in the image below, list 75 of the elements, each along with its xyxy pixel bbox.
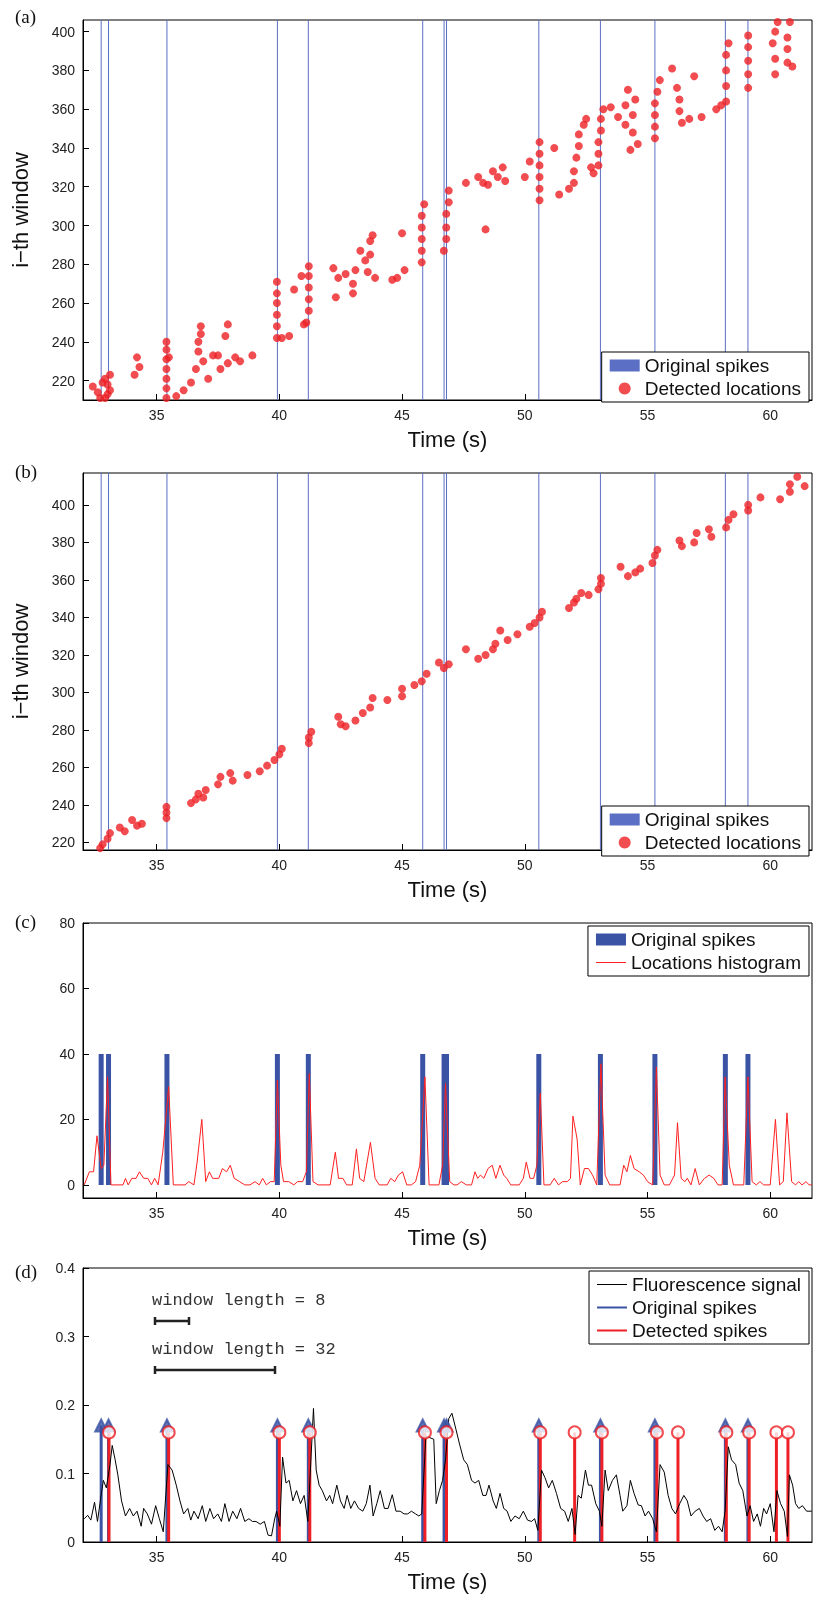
y-tick-label: 0.4 (55, 1260, 76, 1276)
x-tick-label: 40 (271, 407, 288, 423)
legend-label: Original spikes (630, 929, 756, 950)
x-tick-label: 45 (394, 407, 411, 423)
x-tick-label: 50 (517, 1549, 533, 1565)
x-tick-label: 35 (148, 1549, 165, 1565)
chart-title: (b) (15, 461, 38, 483)
y-tick-label: 360 (51, 571, 76, 588)
x-axis-title: Time (s) (407, 426, 488, 452)
y-axis-title: i−th window (7, 603, 33, 720)
y-tick-label: 0 (67, 1176, 76, 1193)
y-tick-label: 0.3 (55, 1328, 76, 1345)
y-tick-label: 260 (51, 295, 76, 312)
y-tick-label: 320 (51, 178, 76, 195)
y-tick-label: 0.1 (55, 1465, 76, 1482)
y-tick-label: 400 (51, 23, 76, 40)
annotation: window length = 8 (152, 1291, 326, 1311)
chart-title: (d) (15, 1261, 38, 1283)
y-tick-label: 60 (59, 980, 76, 997)
y-tick-label: 220 (51, 834, 76, 851)
x-tick-label: 60 (762, 407, 779, 423)
x-tick-label: 40 (271, 857, 288, 873)
legend-label: Locations histogram (630, 952, 802, 973)
x-tick-label: 60 (762, 1205, 779, 1221)
x-tick-label: 55 (639, 1549, 656, 1565)
y-tick-label: 400 (51, 496, 76, 513)
y-tick-label: 240 (51, 796, 76, 813)
y-tick-label: 0 (67, 1534, 76, 1550)
x-tick-label: 55 (639, 857, 656, 873)
y-tick-label: 80 (59, 915, 76, 931)
x-tick-label: 45 (394, 1205, 411, 1221)
x-tick-label: 50 (517, 1205, 533, 1221)
chart-title: (c) (15, 911, 37, 933)
x-axis-title: Time (s) (407, 1568, 488, 1594)
legend-label: Fluorescence signal (632, 1274, 802, 1295)
legend-label: Original spikes (644, 809, 770, 830)
y-tick-label: 380 (51, 62, 76, 79)
y-tick-label: 320 (51, 646, 76, 663)
y-tick-label: 20 (59, 1111, 76, 1128)
legend-label: Detected locations (644, 832, 802, 853)
y-tick-label: 380 (51, 534, 76, 551)
x-tick-label: 45 (394, 1549, 411, 1565)
x-axis-title: Time (s) (407, 1224, 488, 1250)
x-tick-label: 35 (148, 407, 165, 423)
y-axis-title: i−th window (7, 152, 33, 268)
x-tick-label: 55 (639, 1205, 656, 1221)
x-tick-label: 45 (394, 857, 411, 873)
legend-label: Original spikes (644, 355, 770, 376)
y-tick-label: 340 (51, 609, 76, 626)
x-tick-label: 55 (639, 407, 656, 423)
y-tick-label: 240 (51, 333, 76, 350)
y-tick-label: 220 (51, 372, 76, 389)
y-tick-label: 280 (51, 256, 76, 273)
legend-label: Original spikes (632, 1297, 757, 1318)
x-tick-label: 50 (517, 407, 533, 423)
annotation: window length = 32 (152, 1340, 336, 1360)
x-tick-label: 35 (148, 857, 165, 873)
y-tick-label: 0.2 (55, 1397, 76, 1413)
y-tick-label: 340 (51, 139, 76, 156)
legend-label: Detected spikes (632, 1320, 768, 1341)
x-tick-label: 50 (517, 857, 533, 873)
x-tick-label: 60 (762, 857, 779, 873)
y-tick-label: 260 (51, 759, 76, 776)
chart-title: (a) (15, 6, 37, 28)
y-tick-label: 300 (51, 217, 76, 234)
y-tick-label: 280 (51, 721, 76, 738)
x-axis-title: Time (s) (407, 876, 488, 902)
x-tick-label: 35 (148, 1205, 165, 1221)
x-tick-label: 40 (271, 1549, 288, 1565)
y-tick-label: 40 (59, 1045, 76, 1062)
legend-label: Detected locations (644, 378, 802, 399)
y-tick-label: 300 (51, 684, 76, 701)
x-tick-label: 40 (271, 1205, 288, 1221)
x-tick-label: 60 (762, 1549, 779, 1565)
y-tick-label: 360 (51, 101, 76, 118)
